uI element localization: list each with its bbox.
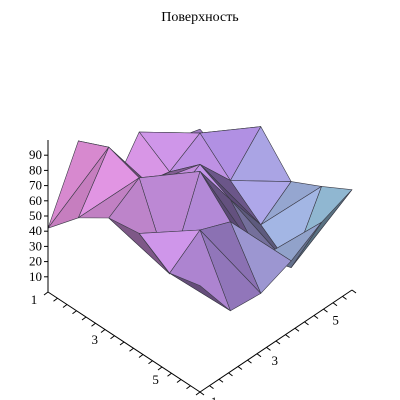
y-axis-ticks: 1 3 5 <box>199 289 357 400</box>
x-tick-mark <box>110 335 115 340</box>
y-tick-label: 1 <box>211 394 218 400</box>
x-axis: 1 3 5 <box>31 291 201 396</box>
x-tick-mark <box>129 347 134 352</box>
z-tick-label: 80 <box>29 162 42 177</box>
x-tick-mark <box>148 360 153 365</box>
y-tick-mark <box>199 391 205 396</box>
z-tick-label: 40 <box>29 223 42 238</box>
y-tick-mark <box>323 308 328 313</box>
x-axis-ticks: 1 3 5 <box>31 291 201 396</box>
x-tick-mark <box>195 391 201 396</box>
y-tick-mark <box>285 334 290 339</box>
z-tick-label: 90 <box>29 147 42 162</box>
y-tick-mark <box>294 327 300 332</box>
y-tick-mark <box>256 353 262 358</box>
y-tick-mark <box>275 340 281 345</box>
x-tick-label: 3 <box>92 332 99 347</box>
x-tick-label: 1 <box>31 292 38 307</box>
y-tick-mark <box>342 295 347 300</box>
y-tick-label: 3 <box>272 353 279 368</box>
z-tick-label: 20 <box>29 254 42 269</box>
y-tick-mark <box>228 372 233 377</box>
x-tick-mark <box>72 310 77 315</box>
x-tick-mark <box>91 322 96 327</box>
y-tick-mark <box>247 359 252 364</box>
y-tick-mark <box>313 315 319 319</box>
x-tick-mark <box>167 372 172 377</box>
x-tick-mark <box>100 329 106 333</box>
x-tick-mark <box>176 379 182 383</box>
x-tick-mark <box>138 354 144 358</box>
surface-facet <box>169 272 231 312</box>
y-tick-mark <box>237 366 243 370</box>
z-tick-label: 50 <box>29 208 42 223</box>
y-tick-mark <box>266 346 271 351</box>
x-tick-mark <box>119 341 125 346</box>
y-tick-mark <box>209 385 214 390</box>
z-tick-label: 30 <box>29 238 42 253</box>
x-tick-mark <box>186 385 191 390</box>
x-tick-label: 5 <box>152 372 159 387</box>
y-tick-mark <box>304 321 309 326</box>
x-tick-mark <box>43 291 49 296</box>
z-tick-label: 10 <box>29 269 42 284</box>
y-tick-mark <box>218 378 224 383</box>
y-tick-mark <box>351 289 357 294</box>
x-tick-mark <box>157 366 163 371</box>
surface-mesh <box>47 126 353 312</box>
y-axis: 1 3 5 <box>199 289 357 400</box>
chart-title: Поверхность <box>161 10 238 25</box>
z-tick-label: 70 <box>29 178 42 193</box>
y-tick-label: 5 <box>332 312 339 327</box>
y-tick-mark <box>332 302 338 307</box>
x-tick-mark <box>81 316 87 321</box>
x-tick-mark <box>62 304 68 308</box>
x-tick-mark <box>53 297 58 302</box>
z-tick-label: 60 <box>29 193 42 208</box>
